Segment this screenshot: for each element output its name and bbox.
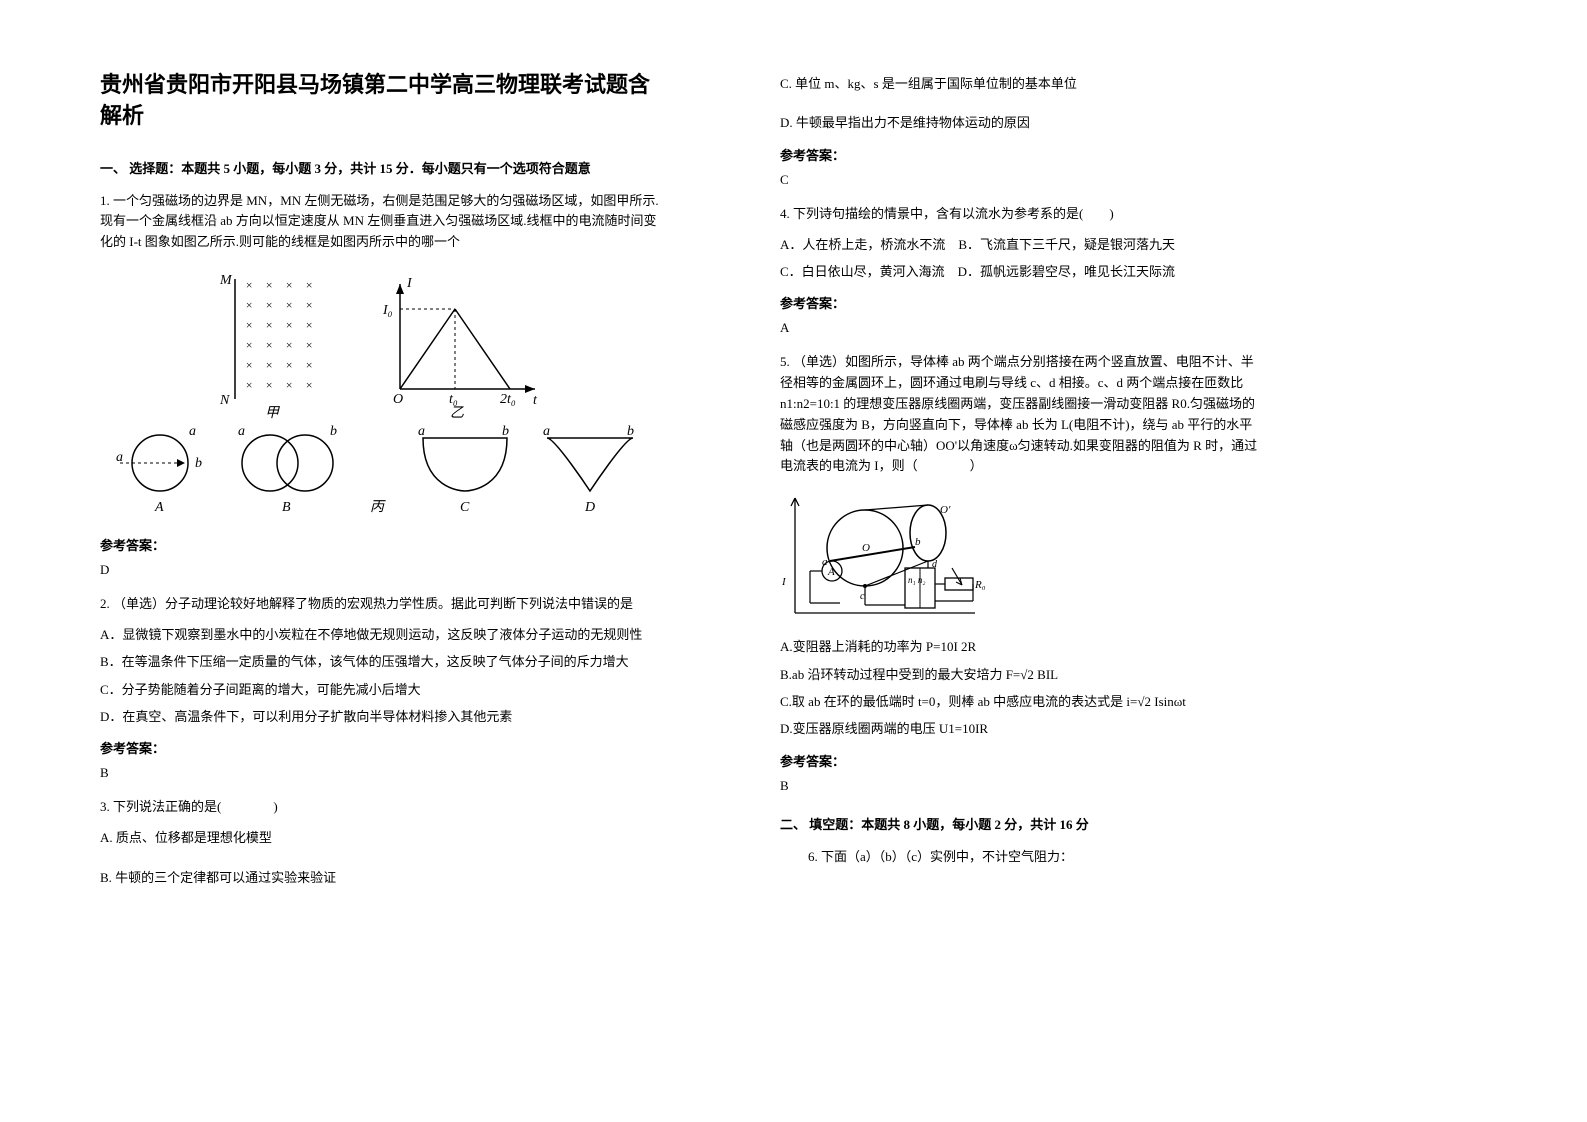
svg-text:A: A	[154, 500, 164, 513]
q5-answer: B	[780, 778, 1260, 794]
svg-text:b: b	[915, 536, 921, 548]
svg-text:×: ×	[245, 358, 253, 372]
figure-q5: O O' a b c A n₁ n₂	[780, 493, 1260, 623]
svg-text:×: ×	[285, 358, 293, 372]
q3-option-b: B. 牛顿的三个定律都可以通过实验来验证	[100, 866, 660, 889]
question-4-text: 4. 下列诗句描绘的情景中，含有以流水为参考系的是( )	[780, 204, 1260, 225]
svg-text:a: a	[116, 450, 123, 465]
svg-text:×: ×	[285, 378, 293, 392]
svg-text:×: ×	[305, 338, 313, 352]
q5-option-b: B.ab 沿环转动过程中受到的最大安培力 F=√2 BIL	[780, 663, 1260, 686]
figure-yi: I t I₀ O t₀ 2t₀ 乙	[375, 269, 545, 419]
svg-text:×: ×	[305, 358, 313, 372]
svg-text:D: D	[584, 500, 595, 513]
svg-text:×: ×	[265, 358, 273, 372]
q1-answer: D	[100, 562, 660, 578]
svg-text:t₀: t₀	[449, 392, 458, 407]
svg-text:×: ×	[285, 298, 293, 312]
svg-text:×: ×	[245, 298, 253, 312]
svg-text:A: A	[827, 566, 835, 578]
q2-option-a: A．显微镜下观察到墨水中的小炭粒在不停地做无规则运动，这反映了液体分子运动的无规…	[100, 623, 660, 646]
figure-q1: M N × × × × × × × × × × × × × × × × ×	[100, 269, 660, 517]
svg-text:×: ×	[265, 318, 273, 332]
svg-text:d: d	[932, 559, 938, 570]
svg-text:I: I	[781, 576, 787, 588]
q3-option-a: A. 质点、位移都是理想化模型	[100, 826, 660, 849]
svg-text:×: ×	[245, 318, 253, 332]
svg-text:×: ×	[285, 318, 293, 332]
svg-text:×: ×	[305, 378, 313, 392]
svg-text:c: c	[860, 591, 865, 602]
svg-text:×: ×	[285, 278, 293, 292]
svg-text:乙: 乙	[450, 406, 464, 419]
svg-text:a: a	[189, 424, 196, 439]
page-title: 贵州省贵阳市开阳县马场镇第二中学高三物理联考试题含解析	[100, 70, 660, 132]
q1-answer-label: 参考答案：	[100, 535, 660, 554]
svg-text:I₀: I₀	[382, 303, 393, 318]
section-2-header: 二、 填空题：本题共 8 小题，每小题 2 分，共计 16 分	[780, 814, 1260, 833]
figure-bing-label: 丙	[365, 423, 395, 513]
svg-text:×: ×	[265, 298, 273, 312]
svg-text:O: O	[393, 392, 403, 407]
svg-text:O': O'	[940, 504, 951, 516]
svg-text:×: ×	[285, 338, 293, 352]
q4-option-ab: A．人在桥上走，桥流水不流 B．飞流直下三千尺，疑是银河落九天	[780, 233, 1260, 256]
svg-text:N: N	[219, 393, 230, 408]
svg-text:b: b	[195, 456, 202, 471]
svg-text:b: b	[502, 424, 509, 439]
svg-text:×: ×	[245, 378, 253, 392]
q4-answer-label: 参考答案：	[780, 293, 1260, 312]
q5-answer-label: 参考答案：	[780, 751, 1260, 770]
svg-text:M: M	[219, 273, 233, 288]
svg-text:t: t	[533, 393, 538, 408]
svg-text:B: B	[282, 500, 291, 513]
figure-shape-a: a b a A	[115, 423, 215, 513]
svg-text:O: O	[862, 542, 870, 554]
svg-text:×: ×	[305, 318, 313, 332]
svg-text:n₁ n₂: n₁ n₂	[908, 575, 926, 585]
q3-option-c: C. 单位 m、kg、s 是一组属于国际单位制的基本单位	[780, 72, 1260, 95]
svg-text:甲: 甲	[265, 406, 280, 419]
svg-text:丙: 丙	[370, 500, 386, 513]
svg-text:×: ×	[265, 378, 273, 392]
q3-answer-label: 参考答案：	[780, 145, 1260, 164]
figure-shape-d: a b D	[535, 423, 645, 513]
q2-option-c: C．分子势能随着分子间距离的增大，可能先减小后增大	[100, 678, 660, 701]
svg-text:a: a	[418, 424, 425, 439]
q2-answer: B	[100, 765, 660, 781]
svg-text:b: b	[330, 424, 337, 439]
svg-text:×: ×	[305, 298, 313, 312]
svg-text:×: ×	[265, 338, 273, 352]
figure-shape-b: a b B	[230, 423, 350, 513]
svg-text:I: I	[406, 276, 413, 291]
q3-option-d: D. 牛顿最早指出力不是维持物体运动的原因	[780, 111, 1260, 134]
q2-answer-label: 参考答案：	[100, 738, 660, 757]
svg-text:C: C	[460, 500, 470, 513]
question-6-text: 6. 下面（a）（b）（c）实例中，不计空气阻力：	[780, 847, 1260, 868]
svg-text:×: ×	[245, 338, 253, 352]
q2-option-b: B．在等温条件下压缩一定质量的气体，该气体的压强增大，这反映了气体分子间的斥力增…	[100, 650, 660, 673]
section-1-header: 一、 选择题：本题共 5 小题，每小题 3 分，共计 15 分．每小题只有一个选…	[100, 158, 660, 177]
question-2-text: 2. （单选）分子动理论较好地解释了物质的宏观热力学性质。据此可判断下列说法中错…	[100, 594, 660, 615]
svg-text:b: b	[627, 424, 634, 439]
q5-option-a: A.变阻器上消耗的功率为 P=10I 2R	[780, 635, 1260, 658]
q3-answer: C	[780, 172, 1260, 188]
svg-text:×: ×	[265, 278, 273, 292]
q5-option-c: C.取 ab 在环的最低端时 t=0，则棒 ab 中感应电流的表达式是 i=√2…	[780, 690, 1260, 713]
svg-text:a: a	[238, 424, 245, 439]
svg-text:a: a	[543, 424, 550, 439]
q4-option-cd: C．白日依山尽，黄河入海流 D．孤帆远影碧空尽，唯见长江天际流	[780, 260, 1260, 283]
question-3-text: 3. 下列说法正确的是( )	[100, 797, 660, 818]
figure-shape-c: a b C	[410, 423, 520, 513]
question-1-text: 1. 一个匀强磁场的边界是 MN，MN 左侧无磁场，右侧是范围足够大的匀强磁场区…	[100, 191, 660, 253]
question-5-text: 5. （单选）如图所示，导体棒 ab 两个端点分别搭接在两个竖直放置、电阻不计、…	[780, 352, 1260, 477]
svg-text:×: ×	[305, 278, 313, 292]
svg-text:R₀: R₀	[974, 579, 986, 591]
figure-jia: M N × × × × × × × × × × × × × × × × ×	[215, 269, 335, 419]
svg-text:×: ×	[245, 278, 253, 292]
q5-option-d: D.变压器原线圈两端的电压 U1=10IR	[780, 717, 1260, 740]
svg-text:2t₀: 2t₀	[500, 392, 516, 407]
q4-answer: A	[780, 320, 1260, 336]
q2-option-d: D．在真空、高温条件下，可以利用分子扩散向半导体材料掺入其他元素	[100, 705, 660, 728]
